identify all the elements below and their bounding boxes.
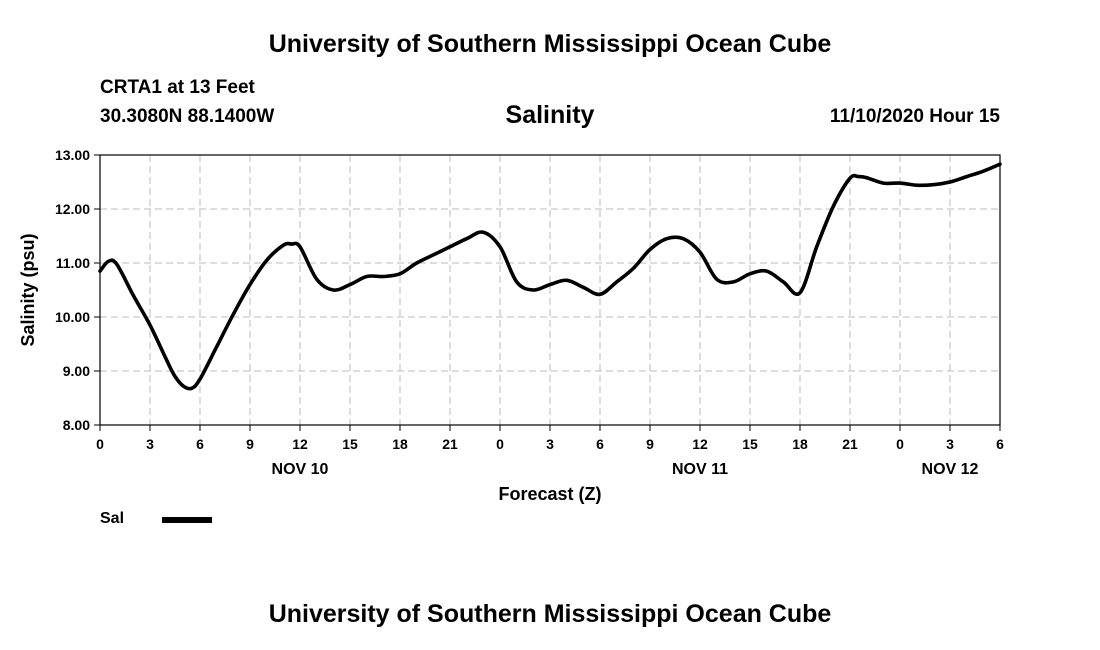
legend-line-swatch [162,517,212,523]
y-tick-label: 11.00 [56,255,90,271]
coordinates-label: 30.3080N 88.1400W [100,106,275,127]
x-tick-label: 0 [96,436,104,452]
x-tick-label: 15 [342,436,358,452]
x-axis-label: Forecast (Z) [498,484,601,504]
x-tick-label: 18 [392,436,408,452]
tick-layer: 8.00 9.00 10.00 11.00 12.00 13.00 0 3 6 9 12 15 18 21… [55,147,1004,478]
date-label: NOV 11 [672,461,728,478]
x-tick-label: 9 [646,436,654,452]
date-label: NOV 10 [272,461,329,478]
x-tick-label: 15 [742,436,758,452]
y-tick-label: 13.00 [55,147,90,163]
x-tick-label: 0 [896,436,904,452]
forecast-datetime: 11/10/2020 Hour 15 [829,106,1000,127]
chart-title-bottom: University of Southern Mississippi Ocean… [268,600,832,628]
x-tick-label: 3 [946,436,954,452]
x-tick-label: 12 [292,436,308,452]
y-tick-label: 9.00 [63,363,90,379]
legend-label-sal: Sal [100,510,125,527]
y-tick-label: 10.00 [55,309,90,325]
x-tick-label: 21 [842,436,858,452]
x-tick-label: 6 [996,436,1004,452]
chart-title-top: University of Southern Mississippi Ocean… [268,30,832,58]
station-label: CRTA1 at 13 Feet [100,77,255,98]
x-tick-label: 0 [496,436,504,452]
date-label: NOV 12 [922,461,979,478]
y-tick-label: 12.00 [55,201,90,217]
x-tick-label: 6 [596,436,604,452]
y-axis-label: Salinity (psu) [18,233,38,346]
x-tick-label: 18 [792,436,808,452]
series-line-sal [98,162,1002,391]
x-tick-label: 3 [546,436,554,452]
y-tick-label: 8.00 [63,417,90,433]
x-tick-label: 12 [692,436,708,452]
variable-title: Salinity [505,101,595,129]
grid-layer [100,155,1000,425]
x-tick-label: 21 [442,436,458,452]
x-tick-label: 3 [146,436,154,452]
x-tick-label: 6 [196,436,204,452]
x-tick-label: 9 [246,436,254,452]
